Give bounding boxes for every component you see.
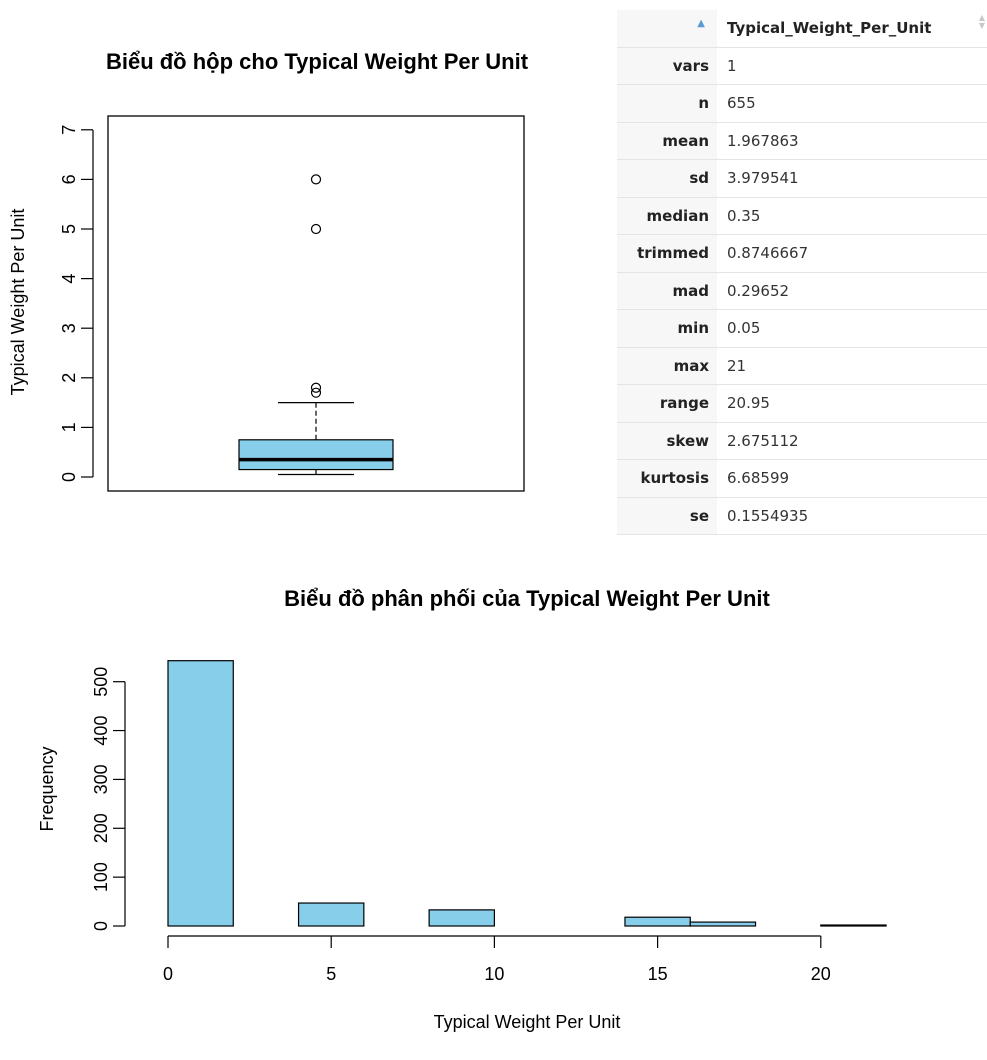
histogram-bar <box>689 921 757 927</box>
histogram-x-tick-label: 15 <box>648 964 668 984</box>
sort-icon[interactable]: ▲ ▼ <box>978 13 985 30</box>
histogram-y-tick-label: 0 <box>91 921 111 931</box>
row-name: mean <box>617 122 717 160</box>
boxplot-y-tick-label: 4 <box>59 274 79 284</box>
row-value: 0.1554935 <box>717 497 987 535</box>
row-value: 1.967863 <box>717 122 987 160</box>
boxplot-y-tick-label: 3 <box>59 323 79 333</box>
boxplot-body <box>238 174 394 476</box>
histogram-bar <box>624 916 691 927</box>
table-row: mean 1.967863 <box>617 122 987 160</box>
row-name: min <box>617 309 717 348</box>
histogram-bar <box>297 902 365 927</box>
histogram-xlabel: Typical Weight Per Unit <box>434 1012 621 1032</box>
histogram-bar <box>820 924 887 927</box>
histogram-y-tick-label: 100 <box>91 862 111 892</box>
rowname-header[interactable]: ▲ <box>617 10 717 48</box>
outlier-point <box>310 223 322 235</box>
column-header[interactable]: Typical_Weight_Per_Unit ▲ ▼ <box>717 10 987 48</box>
summary-stats-table: ▲ Typical_Weight_Per_Unit ▲ ▼ vars 1 n 655 me… <box>617 10 987 535</box>
row-value: 6.68599 <box>717 459 987 498</box>
histogram-bar <box>428 909 495 927</box>
histogram-y-tick-label: 200 <box>91 813 111 843</box>
row-name: skew <box>617 422 717 460</box>
histogram-y-tick-label: 500 <box>91 667 111 697</box>
table-row: vars 1 <box>617 47 987 85</box>
table-row: max 21 <box>617 347 987 385</box>
iqr-box <box>238 439 394 471</box>
table-row: sd 3.979541 <box>617 159 987 198</box>
row-name: range <box>617 384 717 423</box>
table-row: median 0.35 <box>617 197 987 235</box>
row-value: 0.29652 <box>717 272 987 310</box>
row-value: 21 <box>717 347 987 385</box>
table-row: min 0.05 <box>617 309 987 348</box>
boxplot-y-tick-label: 1 <box>59 422 79 432</box>
histogram-bars <box>167 660 887 927</box>
table-row: skew 2.675112 <box>617 422 987 460</box>
row-value: 1 <box>717 47 987 85</box>
boxplot-title: Biểu đồ hộp cho Typical Weight Per Unit <box>106 49 529 74</box>
row-name: kurtosis <box>617 459 717 498</box>
row-name: sd <box>617 159 717 198</box>
sort-ascending-icon[interactable]: ▲ <box>697 18 705 29</box>
outlier-point <box>310 174 322 185</box>
histogram-x-tick-label: 20 <box>811 964 831 984</box>
boxplot-y-tick-label: 0 <box>59 472 79 482</box>
table-row: n 655 <box>617 84 987 123</box>
boxplot-ylabel: Typical Weight Per Unit <box>8 209 28 396</box>
row-name: se <box>617 497 717 535</box>
histogram-x-tick-label: 5 <box>326 964 336 984</box>
row-value: 655 <box>717 84 987 123</box>
histogram-x-axis: 0 5 10 15 20 <box>163 935 831 984</box>
row-name: max <box>617 347 717 385</box>
row-value: 3.979541 <box>717 159 987 198</box>
row-name: mad <box>617 272 717 310</box>
column-header-label: Typical_Weight_Per_Unit <box>727 19 932 38</box>
boxplot-y-tick-label: 7 <box>59 125 79 135</box>
table-row: range 20.95 <box>617 384 987 423</box>
boxplot-chart: Biểu đồ hộp cho Typical Weight Per Unit … <box>8 49 529 492</box>
table-header-row: ▲ Typical_Weight_Per_Unit ▲ ▼ <box>617 10 987 48</box>
boxplot-y-tick-label: 6 <box>59 174 79 184</box>
stats-table-body: vars 1 n 655 mean 1.967863 sd 3.979541 median 0.3… <box>617 47 987 535</box>
row-name: trimmed <box>617 234 717 273</box>
row-name: vars <box>617 47 717 85</box>
histogram-ylabel: Frequency <box>37 746 57 831</box>
table-row: trimmed 0.8746667 <box>617 234 987 273</box>
table-row: mad 0.29652 <box>617 272 987 310</box>
boxplot-y-ticks: 0 1 2 3 4 5 6 7 <box>59 125 93 482</box>
histogram-x-tick-label: 0 <box>163 964 173 984</box>
histogram-x-tick-label: 10 <box>484 964 504 984</box>
histogram-y-axis: 0 100 200 300 400 500 <box>91 667 126 931</box>
boxplot-y-tick-label: 2 <box>59 373 79 383</box>
outlier-point <box>310 387 322 398</box>
row-name: median <box>617 197 717 235</box>
row-value: 0.35 <box>717 197 987 235</box>
boxplot-y-tick-label: 5 <box>59 224 79 234</box>
row-name: n <box>617 84 717 123</box>
table-row: se 0.1554935 <box>617 497 987 535</box>
histogram-chart: Biểu đồ phân phối của Typical Weight Per… <box>37 586 887 1032</box>
row-value: 20.95 <box>717 384 987 423</box>
histogram-bar <box>167 660 234 927</box>
histogram-y-tick-label: 400 <box>91 716 111 746</box>
table-row: kurtosis 6.68599 <box>617 459 987 498</box>
histogram-title: Biểu đồ phân phối của Typical Weight Per… <box>284 586 770 611</box>
row-value: 0.8746667 <box>717 234 987 273</box>
row-value: 0.05 <box>717 309 987 348</box>
histogram-y-tick-label: 300 <box>91 764 111 794</box>
row-value: 2.675112 <box>717 422 987 460</box>
boxplot-frame <box>107 115 525 492</box>
outlier-point <box>310 382 322 393</box>
